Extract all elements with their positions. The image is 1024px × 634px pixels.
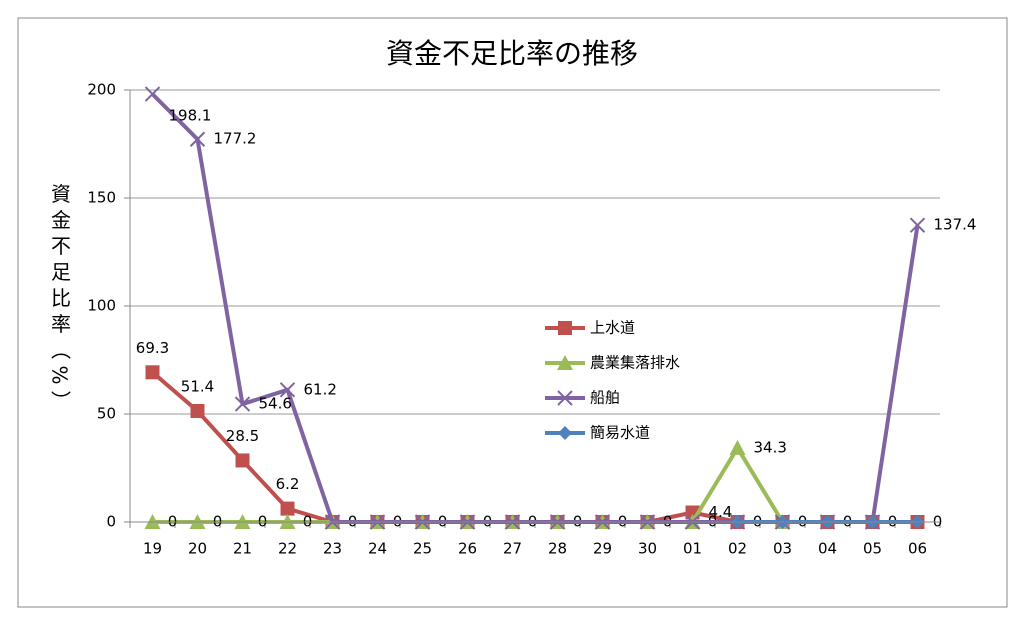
- data-label: 28.5: [226, 427, 259, 445]
- legend-label: 上水道: [590, 319, 635, 337]
- data-label: 137.4: [934, 216, 977, 234]
- legend-label: 船舶: [590, 389, 620, 407]
- chart-border: [17, 17, 1008, 608]
- x-tick-label: 01: [683, 540, 702, 558]
- legend-marker: [558, 321, 572, 335]
- x-tick-label: 24: [368, 540, 387, 558]
- y-tick-label: 0: [106, 513, 116, 531]
- y-tick-label: 150: [87, 189, 116, 207]
- data-label: 69.3: [136, 339, 169, 357]
- data-label: 198.1: [169, 107, 212, 125]
- legend-marker: [557, 355, 573, 370]
- data-point: [190, 403, 205, 418]
- x-tick-label: 21: [233, 540, 252, 558]
- data-point: [280, 501, 295, 516]
- data-label: 177.2: [214, 130, 257, 148]
- y-tick-label: 100: [87, 297, 116, 315]
- data-point: [145, 365, 160, 380]
- x-tick-label: 28: [548, 540, 567, 558]
- x-tick-label: 04: [818, 540, 837, 558]
- data-point: [189, 131, 206, 147]
- x-tick-label: 29: [593, 540, 612, 558]
- data-point: [235, 453, 250, 468]
- x-tick-label: 05: [863, 540, 882, 558]
- legend-marker: [557, 390, 573, 406]
- legend-label: 簡易水道: [590, 424, 650, 442]
- data-point: [279, 382, 296, 398]
- x-tick-label: 27: [503, 540, 522, 558]
- chart-title: 資金不足比率の推移: [386, 37, 638, 70]
- data-label: 6.2: [276, 475, 300, 493]
- x-tick-label: 20: [188, 540, 207, 558]
- data-point: [729, 439, 746, 455]
- x-tick-label: 03: [773, 540, 792, 558]
- x-tick-label: 22: [278, 540, 297, 558]
- x-tick-label: 25: [413, 540, 432, 558]
- x-tick-label: 30: [638, 540, 657, 558]
- y-tick-label: 50: [97, 405, 116, 423]
- data-label: 61.2: [304, 380, 337, 398]
- data-label: 54.6: [259, 395, 292, 413]
- data-point: [144, 86, 161, 102]
- legend-marker: [558, 426, 572, 440]
- data-point: [234, 396, 251, 412]
- x-tick-label: 06: [908, 540, 927, 558]
- data-label: 51.4: [181, 377, 214, 395]
- y-axis-title: 資金不足比率（%）: [48, 183, 72, 416]
- legend-label: 農業集落排水: [590, 354, 680, 372]
- data-point: [909, 217, 926, 233]
- x-tick-label: 19: [143, 540, 162, 558]
- x-tick-label: 26: [458, 540, 477, 558]
- data-label: 34.3: [754, 438, 787, 456]
- data-label: 4.4: [709, 503, 733, 521]
- x-tick-label: 02: [728, 540, 747, 558]
- y-tick-label: 200: [87, 81, 116, 99]
- x-tick-label: 23: [323, 540, 342, 558]
